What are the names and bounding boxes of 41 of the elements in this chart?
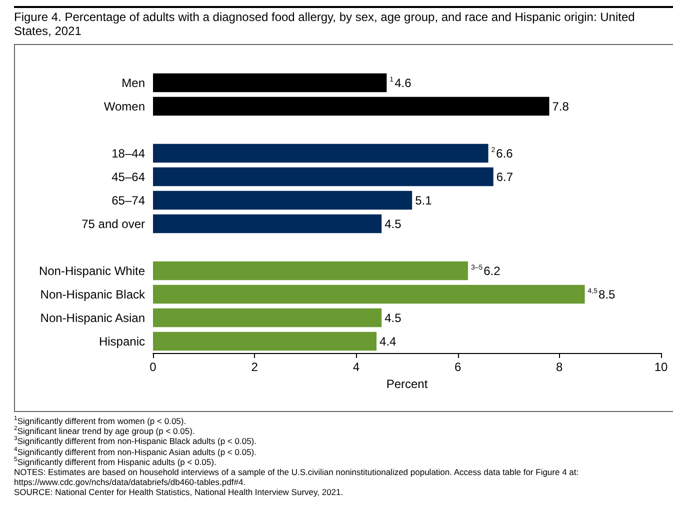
bar [153,190,412,210]
y-tick-label: Women [104,99,145,114]
bar [153,73,387,92]
y-tick-label: Non-Hispanic White [38,264,146,278]
text: NOTES: Estimates are based on household interviews of a sample of the U.S.civilian noninstitutionalized population. Access data table for Figure 4 at: https://www.cdc.gov/nchs/data/databriefs/db460-tables.pdf#4. [14,467,580,488]
bar [153,284,585,304]
bar [153,332,377,351]
text: $^{2}$Significant linear trend by age group (p < 0.05). [14,426,196,436]
x-tick-label: 2 [251,360,258,374]
data-label: 7.8 [552,99,570,114]
bar [153,144,488,163]
y-tick-label: 75 and over [82,216,145,231]
bar [153,96,550,116]
y-tick-label: Non-Hispanic Asian [40,310,145,325]
text: $^{1}$Significantly different from women (p < 0.05). [14,416,188,426]
bar [153,308,382,328]
text: $^{3}$Significantly different from non-Hispanic Black adults (p < 0.05). [14,436,258,446]
bar [153,214,382,234]
y-tick-label: Hispanic [98,334,145,348]
y-tick-label: 18–44 [112,146,146,160]
y-tick-label: 45–64 [112,170,146,184]
x-tick-label: 4 [352,360,360,374]
source-note: SOURCE: National Center for Health Statistics, National Health Interview Survey, 2021. [14,487,344,498]
x-tick-label: 10 [654,360,668,374]
x-tick-label: 0 [150,360,157,374]
chart-title: Figure 4. Percentage of adults with a diagnosed food allergy, by sex, age group, and race and Hispanic origin: United States, 2021 [14,6,673,38]
data-label: 4.4 [380,334,397,348]
y-tick-label: Non-Hispanic Black [40,287,146,302]
data-label: 6.7 [496,170,514,184]
text: $^{4}$Significantly different from non-Hispanic Asian adults (p < 0.05). [14,446,258,457]
x-tick-label: 8 [556,360,564,374]
y-tick-label: Men [122,76,145,90]
bar [153,167,494,186]
data-label: 5.1 [415,193,432,208]
data-label: 4.5 [384,216,402,231]
text: $^{5}$Significantly different from Hispanic adults (p < 0.05). [14,456,218,468]
x-axis-title: Percent [386,376,428,391]
y-tick-label: 65–74 [112,193,146,208]
data-label: 4.5 [384,310,402,325]
bar [153,261,468,280]
x-tick-label: 6 [454,360,462,374]
